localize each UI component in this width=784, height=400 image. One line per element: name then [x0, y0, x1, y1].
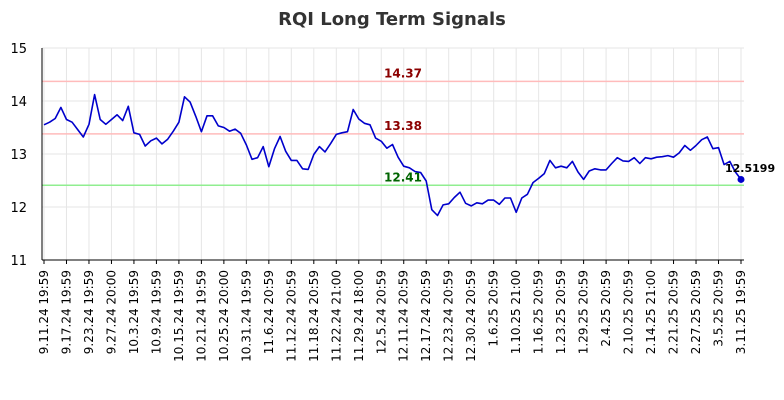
y-tick-label: 15 — [10, 42, 27, 57]
x-tick-label: 12.30.24 20:59 — [464, 270, 478, 362]
chart-title: RQI Long Term Signals — [278, 9, 506, 30]
axes — [41, 48, 744, 264]
y-tick-label: 13 — [10, 148, 27, 163]
x-axis-ticks: 9.11.24 19:59 9.17.24 19:59 9.23.24 19:59 9… — [37, 270, 748, 362]
y-tick-label: 12 — [10, 201, 27, 216]
series-line — [43, 93, 742, 217]
x-tick-label: 12.11.24 20:59 — [397, 270, 411, 362]
x-tick-label: 3.11.25 19:59 — [734, 270, 748, 354]
x-tick-label: 10.25.24 20:00 — [217, 270, 231, 362]
x-tick-label: 2.21.25 20:59 — [667, 270, 681, 354]
x-tick-label: 10.15.24 19:59 — [172, 270, 186, 362]
x-tick-label: 12.23.24 20:59 — [442, 270, 456, 362]
x-tick-label: 2.10.25 20:59 — [622, 270, 636, 354]
y-tick-label: 14 — [10, 95, 27, 110]
x-tick-label: 11.29.24 18:00 — [352, 270, 366, 362]
x-tick-label: 3.5.25 20:59 — [712, 270, 726, 347]
x-tick-label: 1.29.25 20:59 — [577, 270, 591, 354]
x-tick-label: 9.23.24 19:59 — [82, 270, 96, 354]
x-tick-label: 2.4.25 20:59 — [599, 270, 613, 347]
y-tick-label: 11 — [10, 254, 27, 269]
x-tick-label: 9.27.24 20:00 — [104, 270, 118, 354]
x-tick-label: 10.9.24 19:59 — [149, 270, 163, 354]
reference-lines: 14.37 13.38 12.41 — [42, 66, 744, 187]
x-tick-label: 12.5.24 20:59 — [374, 270, 388, 354]
x-tick-label: 10.31.24 19:59 — [239, 270, 253, 362]
x-tick-label: 10.3.24 19:59 — [127, 270, 141, 354]
last-point-marker — [737, 175, 745, 183]
reference-line-label: 14.37 — [384, 66, 422, 80]
x-tick-label: 11.6.24 20:59 — [262, 270, 276, 354]
y-axis-ticks: 11 12 13 14 15 — [10, 42, 27, 269]
x-tick-label: 1.10.25 21:00 — [509, 270, 523, 354]
x-tick-label: 11.12.24 20:59 — [284, 270, 298, 362]
x-tick-label: 1.6.25 20:59 — [487, 270, 501, 347]
reference-line-label: 13.38 — [384, 119, 422, 133]
x-tick-label: 9.11.24 19:59 — [37, 270, 51, 354]
x-tick-label: 2.14.25 21:00 — [644, 270, 658, 354]
x-tick-label: 1.16.25 20:59 — [532, 270, 546, 354]
x-tick-label: 9.17.24 19:59 — [59, 270, 73, 354]
x-tick-label: 11.22.24 21:00 — [329, 270, 343, 362]
last-value-label: 12.5199 — [725, 162, 775, 175]
x-tick-label: 11.18.24 20:59 — [307, 270, 321, 362]
x-tick-label: 10.21.24 19:59 — [194, 270, 208, 362]
x-tick-label: 12.17.24 20:59 — [419, 270, 433, 362]
x-tick-label: 2.27.25 20:59 — [689, 270, 703, 354]
reference-line-label: 12.41 — [384, 170, 422, 184]
series-layer: 12.5199 — [43, 93, 775, 217]
x-tick-label: 1.23.25 20:59 — [554, 270, 568, 354]
